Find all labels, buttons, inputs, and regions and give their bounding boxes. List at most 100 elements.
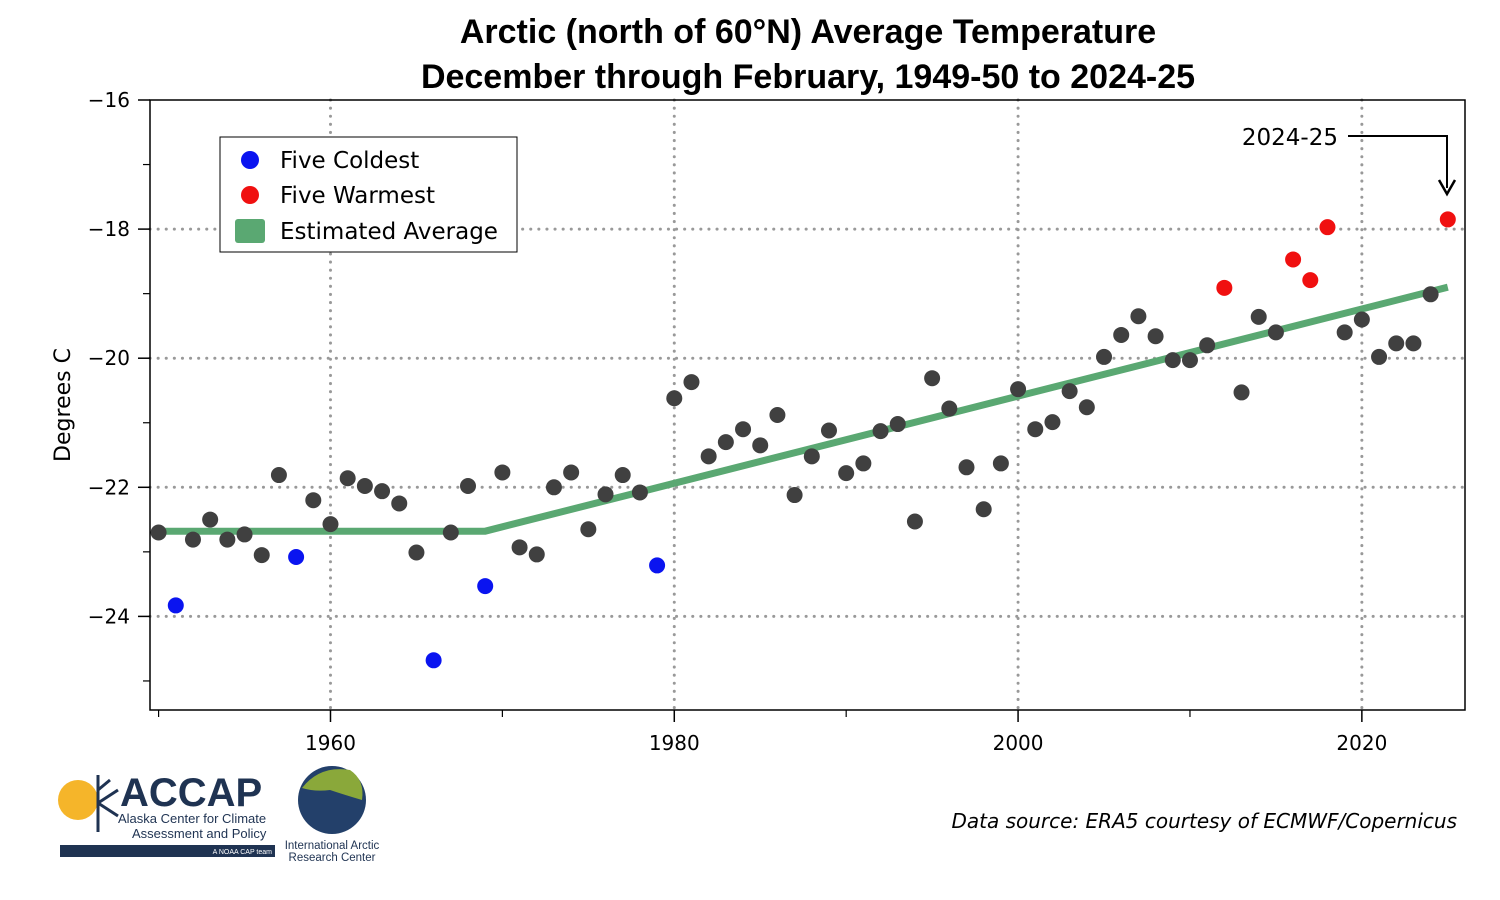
accap-name: ACCAP bbox=[120, 771, 262, 815]
data-point bbox=[683, 374, 700, 391]
data-point bbox=[202, 511, 219, 528]
data-point bbox=[1371, 348, 1388, 365]
data-point bbox=[1353, 311, 1370, 328]
data-point bbox=[752, 437, 769, 454]
data-point bbox=[769, 407, 786, 424]
y-tick-label: −20 bbox=[88, 346, 130, 370]
data-point bbox=[975, 501, 992, 518]
data-point bbox=[1388, 335, 1405, 352]
data-point bbox=[1078, 399, 1095, 416]
plot-frame bbox=[149, 99, 1466, 711]
data-point bbox=[545, 479, 562, 496]
legend-average-label: Estimated Average bbox=[280, 219, 498, 245]
data-point bbox=[580, 521, 597, 538]
data-point-warmest bbox=[1319, 219, 1336, 236]
x-tick-label: 2020 bbox=[1336, 731, 1387, 755]
legend-warmest-label: Five Warmest bbox=[280, 183, 435, 209]
annotation-arrow-line bbox=[1348, 135, 1448, 188]
accap-line2: Assessment and Policy bbox=[132, 826, 267, 841]
data-point bbox=[219, 531, 236, 548]
data-point bbox=[270, 467, 287, 484]
legend-coldest-label: Five Coldest bbox=[280, 148, 419, 174]
data-source: Data source: ERA5 courtesy of ECMWF/Cope… bbox=[951, 809, 1457, 833]
data-point bbox=[803, 448, 820, 465]
x-tick-label: 2000 bbox=[993, 731, 1044, 755]
data-point-coldest bbox=[288, 549, 305, 566]
data-point bbox=[597, 486, 614, 503]
data-point bbox=[1027, 421, 1044, 438]
data-point bbox=[838, 465, 855, 482]
data-point-coldest bbox=[167, 597, 184, 614]
annotation-label: 2024-25 bbox=[1242, 125, 1338, 151]
data-point bbox=[150, 524, 167, 541]
data-point bbox=[322, 516, 339, 533]
data-point bbox=[1267, 324, 1284, 341]
annotation-arrowhead-icon bbox=[1437, 179, 1457, 197]
data-point bbox=[305, 492, 322, 509]
data-point bbox=[735, 421, 752, 438]
iarc-line2: Research Center bbox=[289, 852, 376, 864]
chart-title-line2: December through February, 1949-50 to 20… bbox=[421, 58, 1195, 96]
sun-icon bbox=[58, 780, 98, 820]
data-point bbox=[442, 524, 459, 541]
data-point bbox=[889, 416, 906, 433]
data-point bbox=[1096, 348, 1113, 365]
legend-average-marker bbox=[235, 219, 265, 243]
legend-box bbox=[219, 136, 518, 253]
data-point-warmest bbox=[1285, 251, 1302, 268]
data-point-coldest bbox=[649, 557, 666, 574]
iarc-line1: International Arctic bbox=[285, 840, 380, 852]
data-point bbox=[494, 464, 511, 481]
data-point bbox=[941, 400, 958, 417]
data-point bbox=[1422, 286, 1439, 303]
data-point bbox=[855, 455, 872, 472]
iarc-logo: International Arctic Research Center bbox=[285, 766, 380, 864]
data-point-warmest bbox=[1302, 272, 1319, 289]
y-axis-label: Degrees C bbox=[51, 348, 76, 462]
data-point bbox=[563, 464, 580, 481]
data-point-warmest bbox=[1439, 211, 1456, 228]
data-point bbox=[460, 478, 477, 495]
data-point bbox=[1250, 308, 1267, 325]
data-point bbox=[1336, 324, 1353, 341]
data-point bbox=[666, 390, 683, 407]
data-point bbox=[631, 484, 648, 501]
data-point bbox=[184, 531, 201, 548]
legend-coldest-marker bbox=[241, 151, 259, 169]
data-point bbox=[1061, 383, 1078, 400]
data-point bbox=[1010, 381, 1027, 398]
data-point bbox=[1044, 414, 1061, 431]
data-point-coldest bbox=[477, 578, 494, 595]
x-tick-label: 1980 bbox=[649, 731, 700, 755]
data-point bbox=[356, 478, 373, 495]
legend: Five Coldest Five Warmest Estimated Aver… bbox=[219, 136, 518, 253]
data-point bbox=[786, 487, 803, 504]
axis-ticks: 1960 1980 2000 2020 −16 −18 −20 −22 −24 bbox=[88, 88, 1388, 755]
x-tick-label: 1960 bbox=[305, 731, 356, 755]
data-point bbox=[1181, 352, 1198, 369]
estimated-average-line bbox=[158, 283, 1449, 535]
snowflake-icon bbox=[96, 775, 119, 832]
data-point bbox=[1113, 326, 1130, 343]
data-point bbox=[992, 455, 1009, 472]
accap-line1: Alaska Center for Climate bbox=[118, 811, 266, 826]
data-point bbox=[924, 370, 941, 387]
y-tick-label: −16 bbox=[88, 88, 130, 112]
annotation-2024-25: 2024-25 bbox=[1242, 125, 1457, 197]
data-point bbox=[1164, 352, 1181, 369]
y-tick-label: −18 bbox=[88, 217, 130, 241]
accap-logo: ACCAP Alaska Center for Climate Assessme… bbox=[58, 771, 275, 857]
data-point bbox=[1233, 384, 1250, 401]
data-point bbox=[391, 495, 408, 512]
data-point bbox=[528, 546, 545, 563]
data-point bbox=[408, 544, 425, 561]
data-point bbox=[374, 483, 391, 500]
data-point-coldest bbox=[425, 652, 442, 669]
data-point bbox=[906, 513, 923, 530]
data-point bbox=[1405, 335, 1422, 352]
legend-warmest-marker bbox=[241, 186, 259, 204]
data-point bbox=[1130, 308, 1147, 325]
data-point bbox=[872, 423, 889, 440]
y-tick-label: −22 bbox=[88, 475, 130, 499]
accap-tagline: A NOAA CAP team bbox=[213, 849, 273, 856]
